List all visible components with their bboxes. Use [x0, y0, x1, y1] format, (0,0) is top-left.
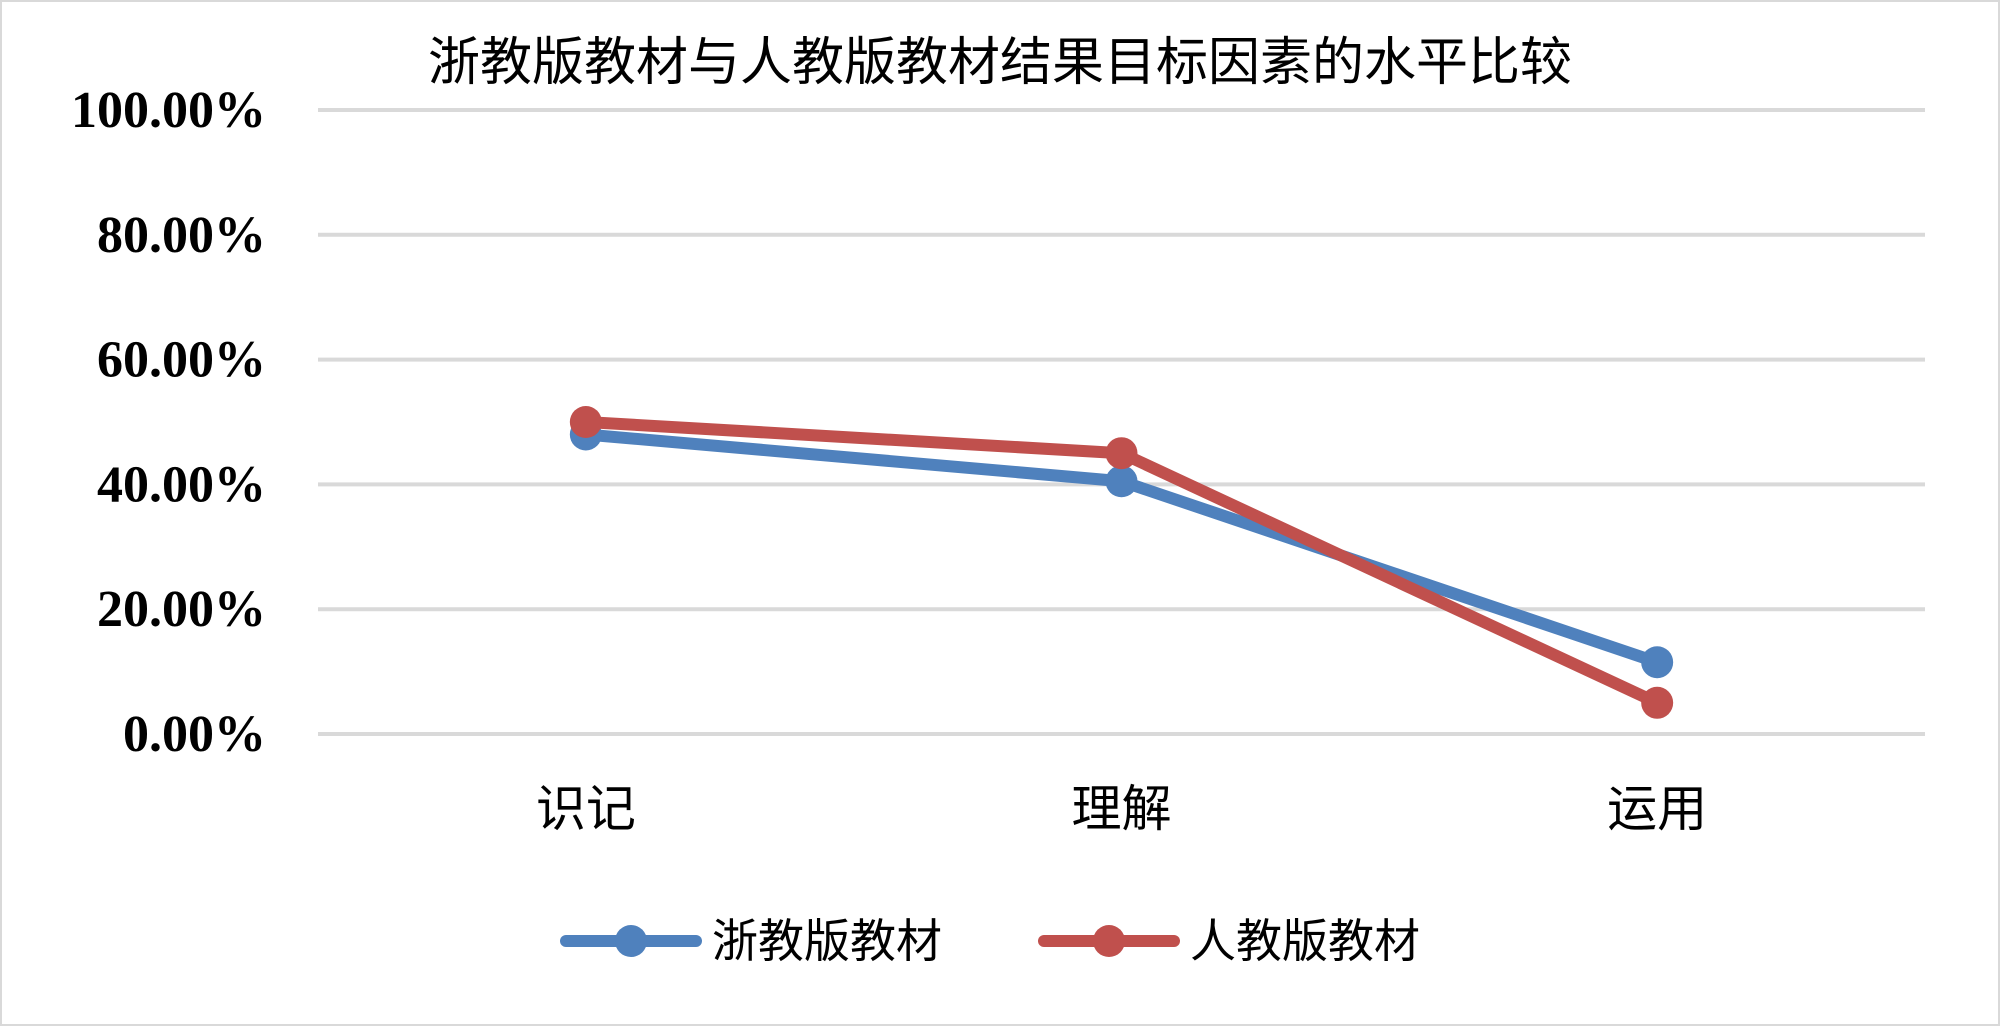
- series-point: [569, 406, 602, 438]
- legend-swatch-marker: [615, 925, 647, 957]
- legend: 浙教版教材 人教版教材: [560, 914, 1420, 968]
- legend-swatch-marker: [1093, 925, 1125, 957]
- series-point: [1105, 465, 1138, 498]
- series-point: [1641, 646, 1674, 679]
- gridlines: [318, 108, 1925, 736]
- y-tick-label: 20.00%: [97, 581, 266, 638]
- y-tick-label: 40.00%: [97, 456, 266, 513]
- x-axis-ticks: 识记 理解 运用: [536, 780, 1707, 838]
- legend-label: 浙教版教材: [712, 914, 942, 968]
- y-tick-label: 0.00%: [123, 706, 266, 763]
- y-axis-ticks: 0.00% 20.00% 40.00% 60.00% 80.00% 100.00%: [71, 82, 266, 763]
- legend-label: 人教版教材: [1190, 914, 1420, 968]
- x-tick-label: 识记: [536, 780, 636, 838]
- y-tick-label: 100.00%: [71, 82, 266, 139]
- series-point: [1105, 437, 1138, 470]
- x-tick-label: 运用: [1607, 780, 1707, 838]
- series-group: [569, 406, 1674, 719]
- series-point: [1641, 686, 1674, 719]
- chart-title: 浙教版教材与人教版教材结果目标因素的水平比较: [428, 33, 1572, 93]
- x-tick-label: 理解: [1072, 780, 1172, 838]
- y-tick-label: 80.00%: [97, 207, 266, 264]
- y-tick-label: 60.00%: [97, 332, 266, 389]
